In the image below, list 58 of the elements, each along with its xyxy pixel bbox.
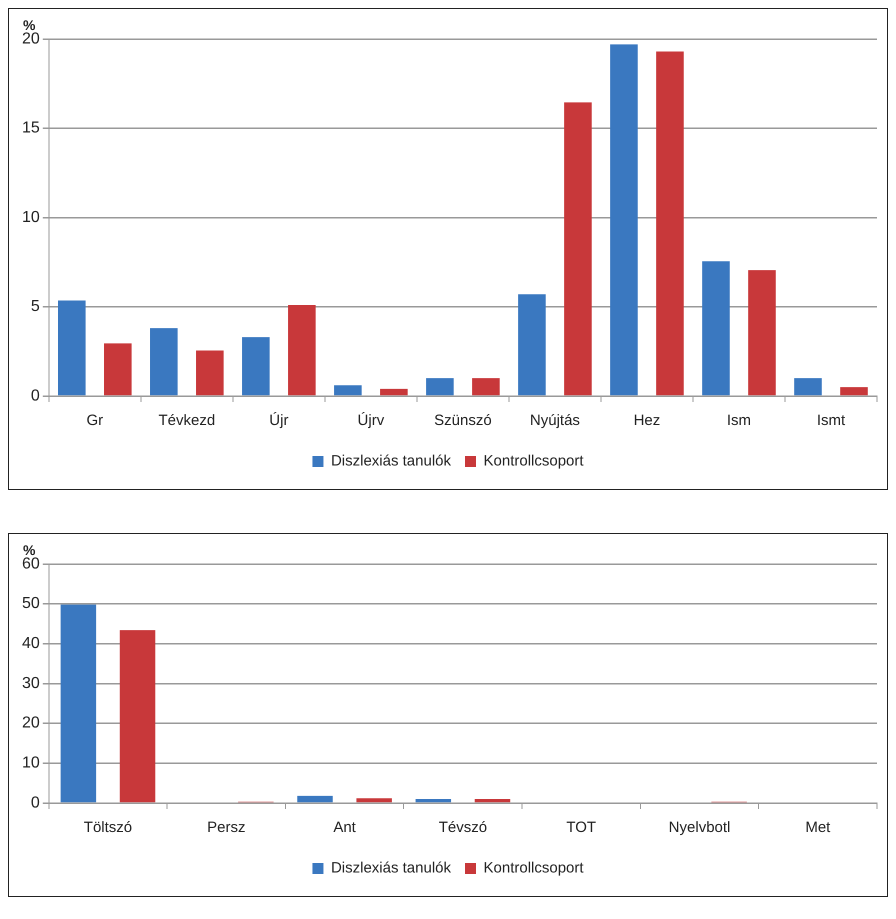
x-tick-label: Tévkezd <box>158 412 216 430</box>
x-tick-label: Persz <box>207 819 246 836</box>
bar <box>656 51 684 396</box>
y-axis-title: % <box>23 16 36 33</box>
bar <box>426 378 454 396</box>
bar <box>472 378 500 396</box>
legend-label: Kontrollcsoport <box>484 860 584 877</box>
y-tick-label: 20 <box>22 714 40 732</box>
bar <box>840 387 868 396</box>
y-tick-label: 15 <box>22 120 40 137</box>
bar <box>518 294 546 396</box>
bar <box>474 799 510 802</box>
x-tick-label: Ismt <box>816 412 846 430</box>
bar <box>196 350 224 396</box>
x-tick-label: Újrv <box>358 411 385 430</box>
legend-label: Diszlexiás tanulók <box>330 860 452 877</box>
x-tick-label: Ism <box>726 412 752 430</box>
bar <box>58 300 86 396</box>
y-tick-label: 40 <box>22 635 40 652</box>
y-tick-label: 10 <box>22 754 40 772</box>
bar <box>380 388 408 396</box>
bar <box>120 630 156 802</box>
y-tick-label: 0 <box>30 794 40 812</box>
legend-label: Kontrollcsoport <box>484 452 584 470</box>
x-tick-label: Szünszó <box>434 412 492 430</box>
bar <box>610 44 638 396</box>
y-axis-title: % <box>23 542 36 558</box>
bar <box>104 343 132 396</box>
bar <box>288 304 316 396</box>
y-tick-label: 0 <box>30 387 40 404</box>
x-tick-label: TOT <box>566 819 596 836</box>
bar <box>297 796 333 802</box>
bar <box>60 604 96 802</box>
y-tick-label: 10 <box>22 208 40 226</box>
x-tick-label: Hez <box>634 412 660 430</box>
y-tick-label: 5 <box>30 298 40 316</box>
bar <box>356 798 392 802</box>
x-tick-label: Gr <box>86 412 104 430</box>
x-tick-label: Töltszó <box>84 819 132 836</box>
bar <box>748 270 776 396</box>
y-tick-label: 30 <box>22 674 40 692</box>
bar <box>242 337 270 396</box>
bar <box>794 378 822 396</box>
bar <box>150 328 178 396</box>
x-tick-label: Nyelvbotl <box>668 819 730 836</box>
legend-label: Diszlexiás tanulók <box>330 452 452 470</box>
bar <box>564 102 592 396</box>
y-tick-label: 50 <box>22 595 40 612</box>
y-tick-label: 20 <box>22 30 40 48</box>
x-tick-label: Újr <box>269 411 288 430</box>
x-tick-label: Ant <box>333 819 357 836</box>
bar <box>702 261 730 396</box>
bar <box>416 799 452 802</box>
x-tick-label: Tévszó <box>438 819 488 836</box>
x-tick-label: Nyújtás <box>530 412 580 430</box>
bar <box>334 385 362 396</box>
x-tick-label: Met <box>805 819 832 836</box>
y-tick-label: 60 <box>22 555 40 572</box>
